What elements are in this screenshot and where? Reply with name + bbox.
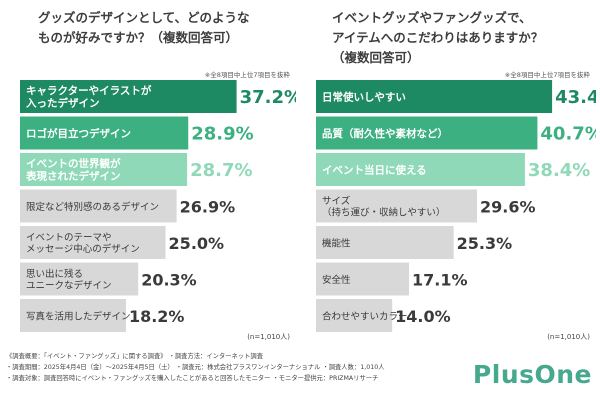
value-label: 28.9% — [191, 124, 253, 145]
bar-group: 思い出に残るユニークなデザイン 20.3% — [20, 262, 197, 296]
bar-group: キャラクターやイラストが入ったデザイン 37.2% — [20, 80, 296, 113]
value-label: 26.9% — [180, 198, 236, 217]
bar-chart-item-preference: 日常使いしやすい 43.4% 品質（耐久性や素材など） 40.7% イベント当日に使える… — [316, 80, 596, 332]
category-label: 安全性 — [322, 274, 351, 286]
value-label: 29.6% — [480, 198, 536, 217]
category-label: イベントの世界観が表現されたデザイン — [25, 157, 121, 183]
value-label: 25.0% — [169, 234, 225, 253]
value-label: 18.2% — [129, 307, 185, 326]
bar — [20, 80, 237, 113]
bar — [20, 153, 188, 186]
category-label: 品質（耐久性や素材など） — [322, 127, 448, 140]
category-label: 日常使いしやすい — [322, 90, 406, 103]
value-label: 14.0% — [395, 307, 451, 326]
plusone-logo: PlusOne — [472, 360, 592, 389]
bar-group: サイズ（持ち運び・収納しやすい） 29.6% — [316, 189, 536, 223]
value-label: 28.7% — [190, 160, 252, 181]
chart-title: グッズのデザインとして、どのような ものが好みですか？（複数回答可） — [38, 10, 250, 45]
survey-summary-line: 《調査概要：「イベント・ファングッズ」に関する調査》 ・調査方法：インターネット… — [6, 353, 264, 360]
value-label: 37.2% — [240, 87, 296, 108]
bar-chart-design-preference: キャラクターやイラストが入ったデザイン 37.2% ロゴが目立つデザイン 28.9% イ… — [20, 80, 296, 332]
bar-group: 限定など特別感のあるデザイン 26.9% — [20, 189, 236, 223]
category-label: イベントのテーマやメッセージ中心のデザイン — [26, 233, 140, 256]
chart-title: イベントグッズやファングッズで、 アイテムへのこだわりはありますか？ （複数回答… — [332, 10, 544, 65]
value-label: 25.3% — [457, 234, 513, 253]
bar — [20, 116, 189, 150]
bar — [316, 80, 553, 113]
bar-group: イベント当日に使える 38.4% — [316, 153, 590, 186]
bar — [20, 226, 166, 259]
bar-group: 品質（耐久性や素材など） 40.7% — [316, 116, 596, 150]
value-label: 17.1% — [412, 271, 468, 290]
chart-note: ※全8項目中上位7項目を抜粋 — [504, 71, 590, 79]
bar-group: ロゴが目立つデザイン 28.9% — [20, 116, 254, 150]
bar-group: 安全性 17.1% — [316, 262, 468, 296]
value-label: 20.3% — [141, 271, 197, 290]
bar — [20, 299, 126, 332]
category-label: 写真を活用したデザイン — [26, 310, 131, 322]
bar — [20, 189, 177, 223]
sample-size-label: (n=1,010人) — [247, 333, 290, 341]
category-label: 思い出に残るユニークなデザイン — [26, 268, 112, 292]
chart-panel-item-preference: イベントグッズやファングッズで、 アイテムへのこだわりはありますか？ （複数回答… — [304, 4, 596, 344]
bar — [316, 299, 393, 332]
bar-group: 機能性 25.3% — [316, 226, 512, 259]
bar — [316, 153, 525, 186]
bar — [316, 116, 538, 150]
bar — [20, 262, 139, 296]
survey-summary: 《調査概要：「イベント・ファングッズ」に関する調査》 ・調査方法：インターネット… — [6, 351, 476, 384]
survey-summary-line: ・調査期間：2025年4月4日（金）～2025年4月5日（土） ・調査元：株式会… — [6, 364, 385, 372]
bar-group: 日常使いしやすい 43.4% — [316, 80, 596, 113]
category-label: イベント当日に使える — [322, 163, 427, 176]
bar-group: イベントの世界観が表現されたデザイン 28.7% — [20, 153, 253, 186]
value-label: 38.4% — [528, 160, 590, 181]
bar — [316, 226, 454, 259]
category-label: サイズ（持ち運び・収納しやすい） — [322, 195, 445, 219]
category-label: ロゴが目立つデザイン — [26, 127, 131, 140]
value-label: 43.4% — [555, 87, 596, 108]
value-label: 40.7% — [540, 124, 596, 145]
category-label: 機能性 — [322, 237, 351, 249]
survey-summary-line: ・調査対象：調査回答時にイベント・ファングッズを購入したことがあると回答したモニ… — [6, 375, 379, 383]
bar — [316, 189, 478, 223]
category-label: 合わせやすいカラー — [322, 310, 408, 322]
chart-note: ※全8項目中上位7項目を抜粋 — [204, 71, 290, 79]
bar — [316, 262, 410, 296]
category-label: 限定など特別感のあるデザイン — [26, 201, 159, 213]
chart-panel-design-preference: グッズのデザインとして、どのような ものが好みですか？（複数回答可） ※全8項目… — [4, 4, 296, 344]
category-label: キャラクターやイラストが入ったデザイン — [26, 84, 152, 110]
sample-size-label: (n=1,010人) — [547, 333, 590, 341]
bar-group: イベントのテーマやメッセージ中心のデザイン 25.0% — [20, 226, 224, 259]
